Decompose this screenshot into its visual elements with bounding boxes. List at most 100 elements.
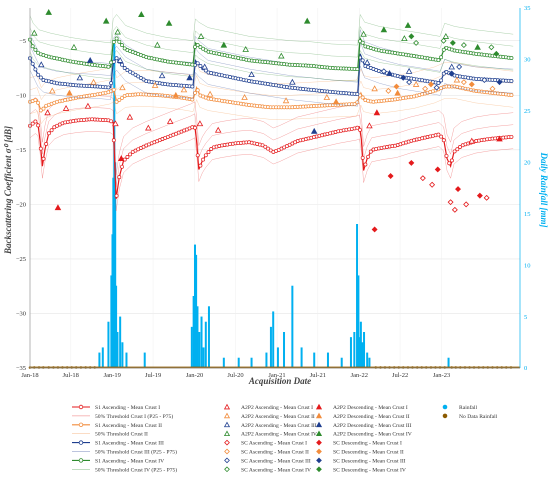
diamond-marker xyxy=(496,79,503,86)
line-marker xyxy=(44,142,49,146)
rainfall-bar xyxy=(313,352,316,368)
y2-tick-label: 5 xyxy=(524,314,527,321)
legend-swatch-dot xyxy=(442,413,448,419)
no-data-rainfall-dot xyxy=(486,366,490,369)
x-tick-label: Jan-21 xyxy=(268,372,285,379)
line-marker xyxy=(355,125,360,130)
diamond-marker xyxy=(428,81,434,88)
triangle-marker xyxy=(186,74,193,81)
triangle-marker xyxy=(366,122,373,129)
triangle-marker xyxy=(114,28,121,35)
no-data-rainfall-dot xyxy=(70,366,73,369)
legend-label: No Data Rainfall xyxy=(459,413,498,420)
line-marker xyxy=(190,62,195,67)
legend-label: 50% Threshold Crust III (P25 - P75) xyxy=(95,449,177,456)
triangle-marker xyxy=(496,135,503,142)
triangle-marker xyxy=(214,126,222,133)
line-marker xyxy=(360,40,365,45)
line-marker xyxy=(368,149,373,154)
threshold-line xyxy=(29,65,514,107)
no-data-rainfall-dot xyxy=(56,366,60,369)
triangle-marker xyxy=(453,76,461,83)
no-data-rainfall-dot xyxy=(32,366,36,369)
diamond-marker xyxy=(434,166,441,173)
diamond-marker xyxy=(413,39,420,46)
line-marker xyxy=(120,95,124,100)
diamond-marker xyxy=(429,181,436,188)
rainfall-bar xyxy=(269,326,272,368)
triangle-marker xyxy=(172,91,180,98)
x-tick-label: Jul-18 xyxy=(63,372,79,379)
no-data-rainfall-dot xyxy=(458,366,462,369)
x-tick-label: Jan-22 xyxy=(351,372,368,379)
line-marker xyxy=(193,44,197,49)
no-data-rainfall-dot xyxy=(47,366,51,369)
x-tick-label: Jul-19 xyxy=(145,372,161,379)
triangle-marker xyxy=(44,109,51,116)
legend-swatch-triangle xyxy=(315,403,323,410)
triangle-marker xyxy=(206,90,214,97)
threshold-line xyxy=(29,41,514,83)
line-marker xyxy=(109,119,114,124)
no-data-rainfall-dot xyxy=(477,366,481,369)
no-data-rainfall-dot xyxy=(37,366,41,369)
diamond-marker xyxy=(433,84,440,91)
line-marker xyxy=(455,147,460,152)
diamond-marker xyxy=(449,39,456,46)
diamond-marker xyxy=(483,194,490,201)
no-data-rainfall-dot xyxy=(88,366,92,369)
rainfall-bar xyxy=(101,347,104,368)
triangle-marker xyxy=(404,22,412,28)
line-marker xyxy=(195,61,200,66)
line-marker xyxy=(49,128,54,133)
legend-swatch-triangle xyxy=(223,430,231,437)
triangle-marker xyxy=(394,89,401,96)
x-tick-label: Jan-19 xyxy=(104,372,121,379)
no-data-rainfall-dot xyxy=(429,366,433,369)
rainfall-bar xyxy=(447,357,450,368)
legend-label: S1 Ascending - Mean Crust IV xyxy=(95,458,164,464)
line-marker xyxy=(458,145,462,149)
legend-label: SC Ascending - Mean Crust III xyxy=(241,458,311,464)
no-data-rainfall-dot xyxy=(463,366,467,369)
legend-swatch-triangle xyxy=(315,430,323,437)
no-data-rainfall-dot xyxy=(415,366,419,369)
no-data-rainfall-dot xyxy=(424,366,428,369)
line-marker xyxy=(193,125,197,130)
line-marker xyxy=(449,158,454,163)
no-data-rainfall-dot xyxy=(450,366,454,369)
triangle-marker xyxy=(448,63,455,70)
y2-tick-label: 30 xyxy=(524,57,531,64)
triangle-marker xyxy=(248,71,255,78)
no-data-rainfall-dot xyxy=(388,366,391,369)
rainfall-bar xyxy=(265,352,268,368)
no-data-rainfall-dot xyxy=(406,366,410,369)
no-data-rainfall-dot xyxy=(443,366,447,369)
legend: S1 Ascending - Mean Crust I 50% Threshold… xyxy=(72,403,498,473)
line-marker xyxy=(33,67,38,72)
line-marker xyxy=(46,131,51,136)
triangle-marker xyxy=(474,43,481,50)
legend-label: A2P2 Descending - Mean Crust II xyxy=(333,414,410,420)
line-marker xyxy=(106,85,111,90)
no-data-rainfall-dot xyxy=(392,366,396,369)
line-marker xyxy=(117,175,122,180)
line-marker xyxy=(106,64,111,69)
diamond-marker xyxy=(408,159,415,166)
x-tick-label: Jul-21 xyxy=(310,372,326,379)
line-marker xyxy=(436,81,441,85)
y2-tick-label: 10 xyxy=(524,262,531,269)
line-marker xyxy=(509,56,514,60)
diamond-marker xyxy=(493,50,500,57)
threshold-line xyxy=(29,98,514,125)
no-data-rainfall-dot xyxy=(495,366,499,369)
triangle-marker xyxy=(145,124,152,131)
line-marker xyxy=(509,79,514,83)
rainfall-bar xyxy=(361,342,364,368)
line-marker xyxy=(360,58,365,63)
triangle-marker xyxy=(278,52,285,59)
line-marker xyxy=(114,56,119,61)
diamond-marker xyxy=(400,74,407,81)
diamond-marker xyxy=(387,173,394,179)
